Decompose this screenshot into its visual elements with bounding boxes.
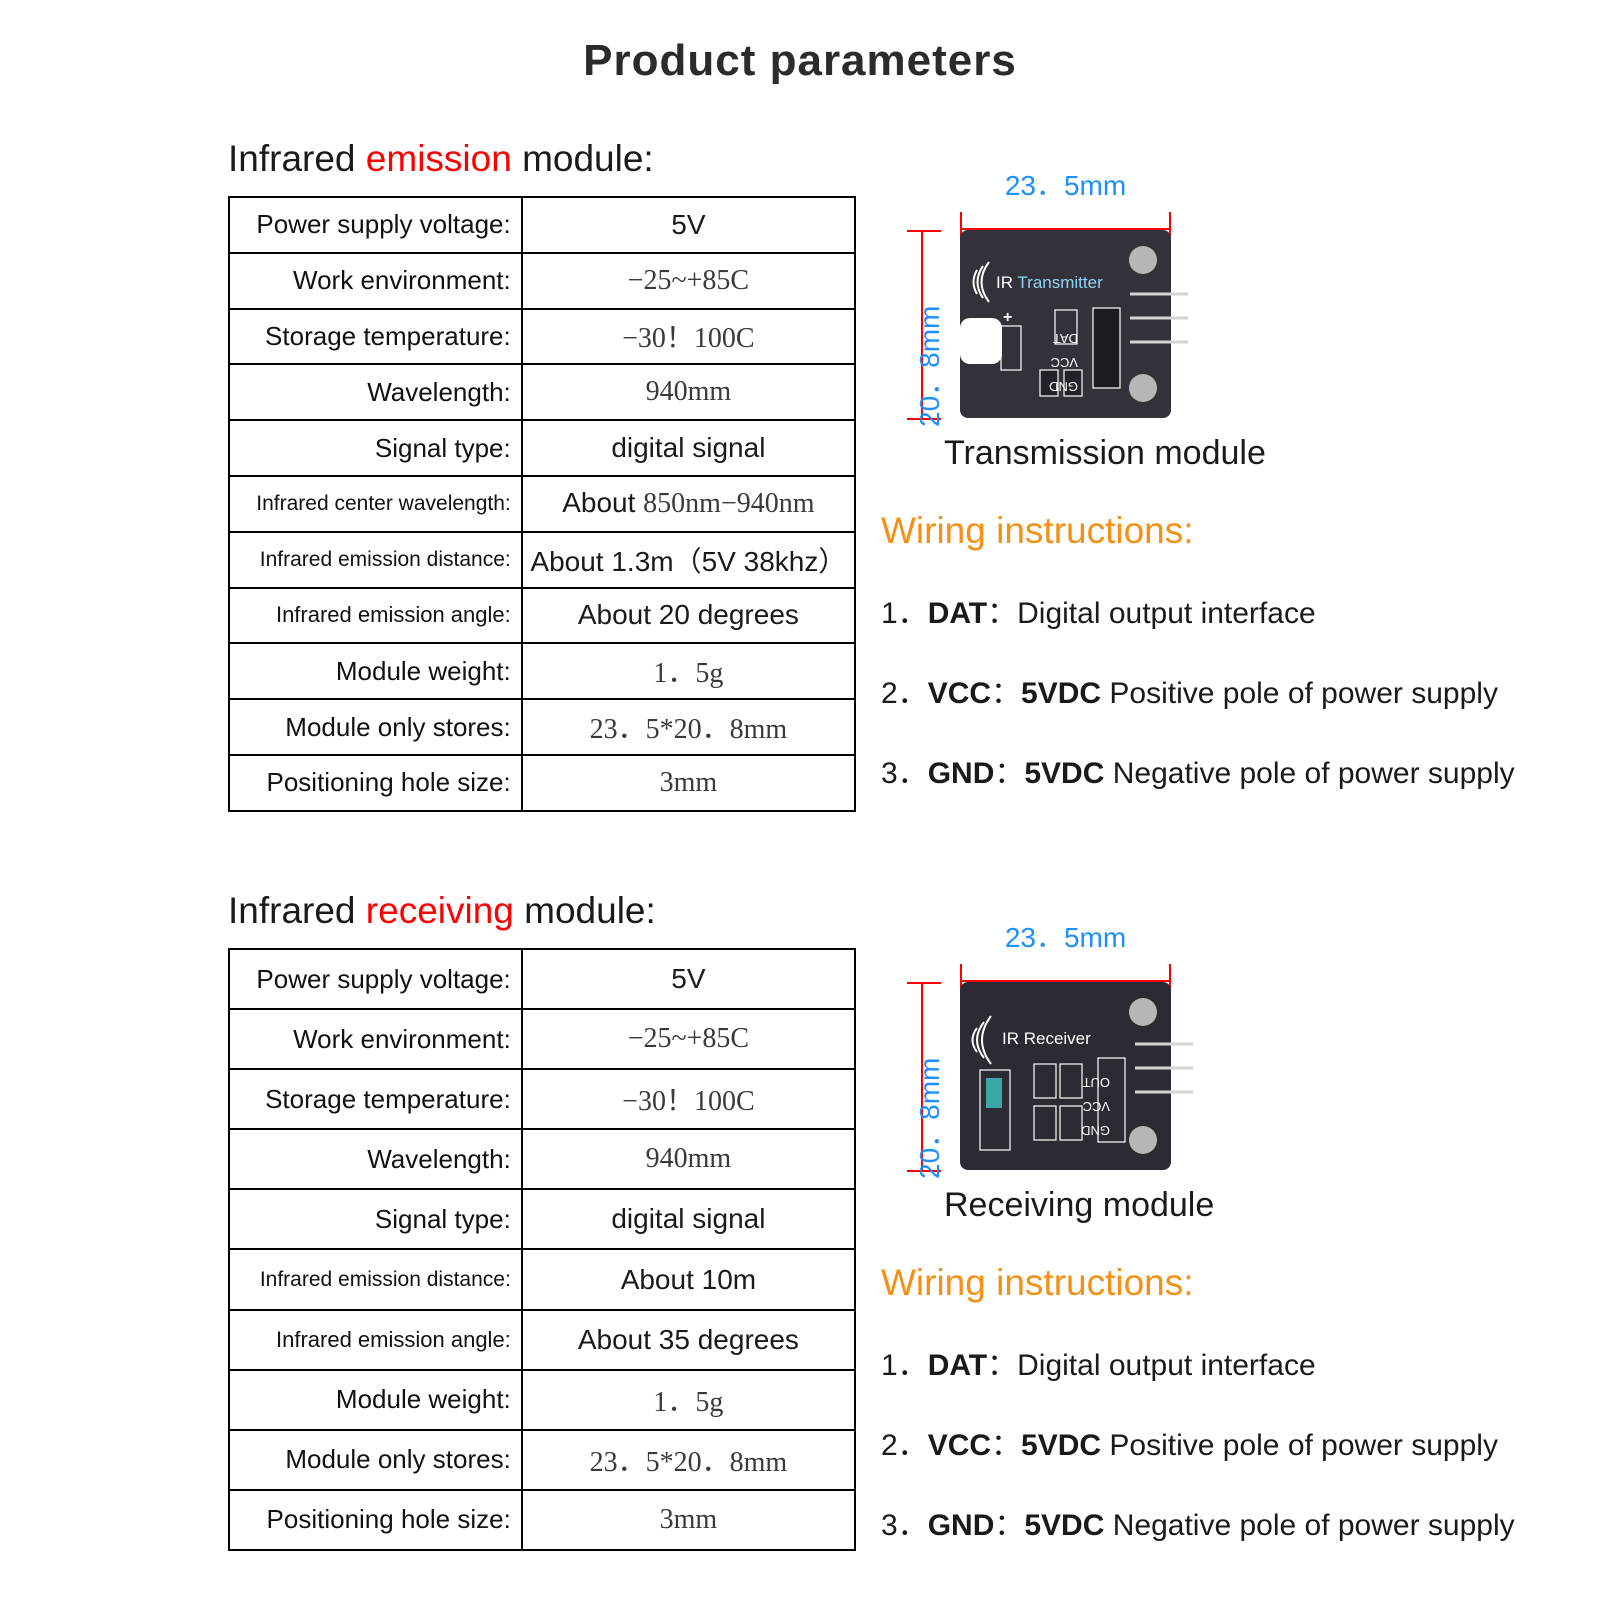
- svg-text:OUT: OUT: [1083, 1075, 1111, 1090]
- svg-text:GND: GND: [1049, 379, 1078, 394]
- svg-text:+: +: [1003, 309, 1012, 326]
- svg-text:IR Receiver: IR Receiver: [1002, 1029, 1091, 1048]
- svg-text:VCC: VCC: [1051, 355, 1078, 370]
- svg-text:IR Transmitter: IR Transmitter: [996, 273, 1103, 292]
- svg-text:GND: GND: [1081, 1123, 1110, 1138]
- svg-text:DAT: DAT: [1053, 331, 1078, 346]
- svg-text:VCC: VCC: [1083, 1099, 1110, 1114]
